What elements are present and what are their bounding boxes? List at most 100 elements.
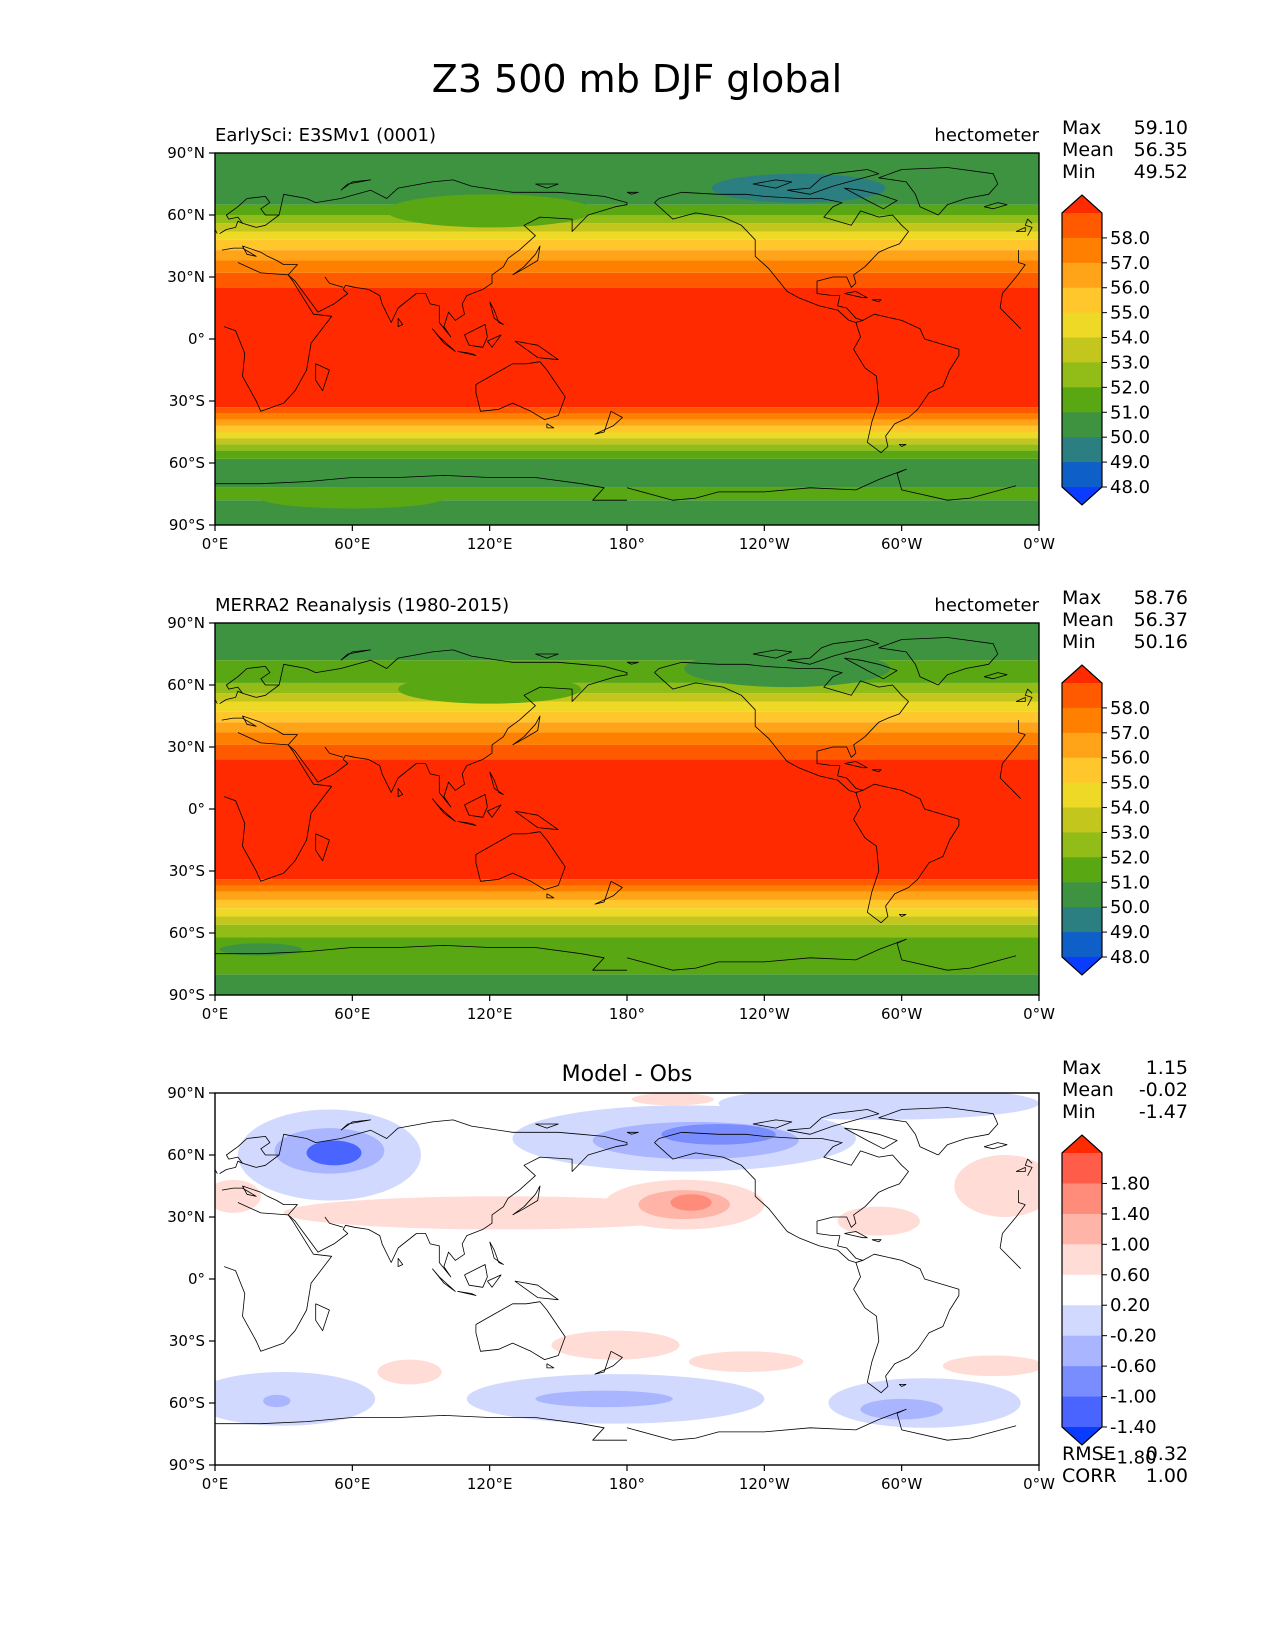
contour-blob — [260, 487, 444, 509]
colorbar-segment — [1062, 362, 1102, 388]
contour-blob — [215, 1372, 376, 1426]
coastline — [752, 649, 793, 659]
coastline — [475, 361, 566, 420]
contour-band — [215, 660, 1039, 683]
coastline — [546, 1363, 555, 1369]
coastline — [1015, 1167, 1026, 1172]
panel-units: hectometer — [934, 595, 1039, 616]
coastline — [464, 794, 488, 818]
coastline — [878, 167, 999, 216]
contour-blob — [688, 1351, 804, 1372]
coastline — [535, 183, 559, 189]
coastline — [594, 880, 623, 905]
lat-tick-label: 60°S — [169, 454, 205, 472]
lat-tick-label: 90°N — [167, 614, 205, 632]
contour-band — [215, 916, 1039, 925]
coastline — [512, 245, 541, 276]
coastline — [871, 299, 882, 303]
coastline — [340, 649, 371, 661]
colorbar-segment — [1062, 1183, 1102, 1215]
lon-tick-label: 120°W — [739, 535, 790, 553]
contour-band — [215, 260, 1039, 273]
contour-band — [215, 272, 1039, 288]
coastline — [853, 1253, 960, 1394]
stat-label: Max — [1062, 117, 1101, 139]
coastline — [983, 1142, 1008, 1150]
colorbar-segment — [1062, 1396, 1102, 1428]
colorbar-label: 53.0 — [1110, 822, 1150, 843]
stat-label: Mean — [1062, 1079, 1114, 1101]
lat-tick-label: 30°N — [167, 1208, 205, 1226]
colorbar-label: -1.40 — [1110, 1417, 1157, 1438]
coastline — [899, 444, 907, 447]
coastline — [594, 410, 623, 435]
lon-tick-label: 60°E — [334, 1005, 370, 1023]
colorbar-label: 48.0 — [1110, 477, 1150, 498]
coastline — [752, 1119, 793, 1129]
colorbar-label: 56.0 — [1110, 278, 1150, 299]
footer-stat-value: 0.32 — [1146, 1443, 1188, 1465]
panel-units: hectometer — [934, 125, 1039, 146]
lon-tick-label: 120°E — [467, 1005, 513, 1023]
coastline — [535, 653, 559, 659]
stat-value: 56.35 — [1134, 139, 1188, 161]
colorbar-segment — [1062, 1305, 1102, 1337]
colorbar-segment — [1062, 1213, 1102, 1245]
stat-label: Min — [1062, 1101, 1096, 1123]
colorbar-segment — [1062, 807, 1102, 833]
colorbar-label: 50.0 — [1110, 897, 1150, 918]
coastline — [324, 746, 344, 758]
contour-blob — [718, 1093, 1039, 1120]
coastline — [489, 301, 504, 325]
stat-value: 59.10 — [1134, 117, 1188, 139]
coastline — [487, 1274, 502, 1288]
coastline — [654, 191, 909, 323]
coastline — [535, 1123, 559, 1129]
colorbar-segment — [1062, 932, 1102, 958]
panel-title-left: EarlySci: E3SMv1 (0001) — [215, 125, 436, 146]
colorbar-segment — [1062, 907, 1102, 933]
colorbar-segment — [1062, 387, 1102, 413]
colorbar-label: 56.0 — [1110, 748, 1150, 769]
lon-tick-label: 0°E — [202, 535, 229, 553]
colorbar-label: 53.0 — [1110, 352, 1150, 373]
colorbar-label: 48.0 — [1110, 947, 1150, 968]
coastline — [224, 1202, 1026, 1352]
lat-tick-label: 30°S — [169, 392, 205, 410]
coastline — [899, 1384, 907, 1387]
contour-blob — [386, 194, 593, 228]
colorbar-segment — [1062, 412, 1102, 438]
lat-tick-label: 90°N — [167, 1084, 205, 1102]
lon-tick-label: 60°W — [881, 535, 923, 553]
colorbar-label: 57.0 — [1110, 723, 1150, 744]
contour-band — [215, 204, 1039, 215]
coastline — [487, 804, 502, 818]
contour-band — [215, 693, 1039, 702]
contour-band — [215, 450, 1039, 459]
coastline — [844, 1127, 898, 1150]
contour-band — [215, 153, 1039, 205]
colorbar-label: 51.0 — [1110, 402, 1150, 423]
colorbar-segment — [1062, 732, 1102, 759]
contour-band — [215, 759, 1039, 880]
lat-tick-label: 90°S — [169, 516, 205, 534]
lon-tick-label: 60°W — [881, 1475, 923, 1493]
contour-band — [215, 937, 1039, 975]
lat-tick-label: 0° — [188, 1270, 205, 1288]
contour-band — [215, 701, 1039, 712]
contour-band — [215, 425, 1039, 432]
colorbar-extend-min — [1062, 1427, 1102, 1445]
contour-band — [215, 744, 1039, 760]
coastline — [844, 657, 898, 680]
coastline — [871, 769, 882, 773]
colorbar-segment — [1062, 1274, 1102, 1306]
coastline — [397, 318, 404, 327]
contour-band — [215, 239, 1039, 251]
colorbar-extend-max — [1062, 665, 1102, 683]
coastline — [878, 637, 999, 686]
colorbar-extend-min — [1062, 957, 1102, 975]
contour-band — [215, 623, 1039, 661]
contour-blob — [954, 1155, 1039, 1217]
coastline — [397, 1258, 404, 1267]
